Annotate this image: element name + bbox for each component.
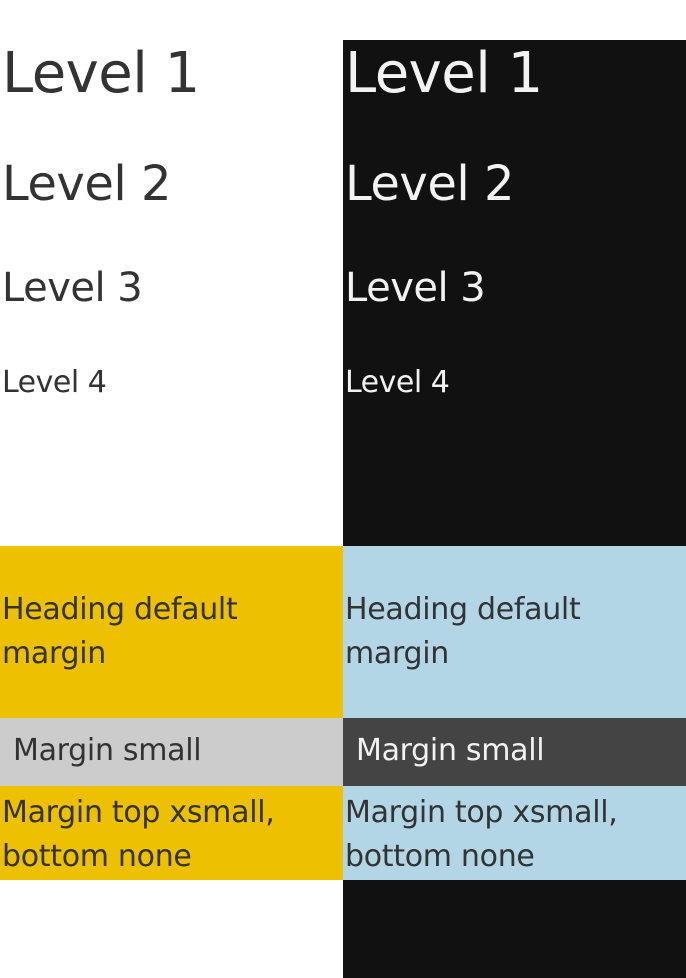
heading-level-1: Level 1 <box>345 41 543 106</box>
heading-level-2: Level 2 <box>345 156 515 212</box>
margin-small-block: Margin small <box>0 718 343 786</box>
heading-default-margin-block: Heading default margin <box>343 546 686 718</box>
margin-small-block: Margin small <box>343 718 686 786</box>
margin-small-text: Margin small <box>13 733 202 768</box>
heading-default-margin-text: Heading default margin <box>345 592 581 671</box>
heading-level-4: Level 4 <box>345 365 450 400</box>
dark-theme-column: Level 1 Level 2 Level 3 Level 4 Heading … <box>343 0 686 978</box>
margin-small-text: Margin small <box>356 733 545 768</box>
heading-level-3: Level 3 <box>345 265 486 311</box>
dark-background-bottom <box>343 880 686 978</box>
margin-xsmall-text: Margin top xsmall, bottom none <box>345 795 618 874</box>
margin-xsmall-block: Margin top xsmall, bottom none <box>343 786 686 880</box>
heading-level-3: Level 3 <box>2 265 143 311</box>
heading-default-margin-block: Heading default margin <box>0 546 343 718</box>
heading-level-4: Level 4 <box>2 365 107 400</box>
heading-level-2: Level 2 <box>2 156 172 212</box>
dark-background-top <box>343 40 686 546</box>
light-theme-column: Level 1 Level 2 Level 3 Level 4 Heading … <box>0 41 343 880</box>
heading-level-1: Level 1 <box>2 41 200 106</box>
margin-xsmall-block: Margin top xsmall, bottom none <box>0 786 343 880</box>
heading-default-margin-text: Heading default margin <box>2 592 238 671</box>
margin-xsmall-text: Margin top xsmall, bottom none <box>2 795 275 874</box>
